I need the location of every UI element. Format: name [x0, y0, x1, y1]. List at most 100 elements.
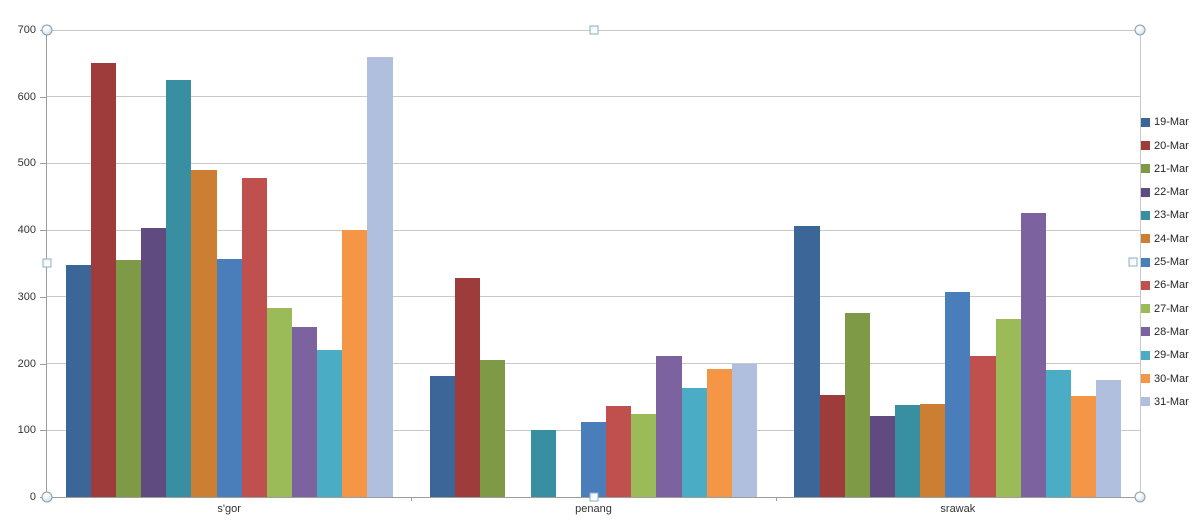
- legend-label: 20-Mar: [1154, 139, 1189, 152]
- legend-label: 28-Mar: [1154, 325, 1189, 338]
- resize-handle-bottom-center[interactable]: [589, 492, 598, 502]
- y-axis-tick-label: 500: [17, 157, 36, 170]
- gridline: [47, 296, 1140, 298]
- legend-label: 30-Mar: [1154, 372, 1189, 385]
- bar-26-Mar-penang[interactable]: [606, 406, 632, 497]
- bar-27-Mar-srawak[interactable]: [995, 318, 1021, 497]
- y-axis-tick: [40, 363, 47, 365]
- bar-26-Mar-srawak[interactable]: [970, 356, 996, 497]
- y-axis-tick: [40, 230, 47, 232]
- legend-label: 24-Mar: [1154, 232, 1189, 245]
- resize-handle-top-center[interactable]: [589, 25, 598, 35]
- legend-item-26-Mar[interactable]: 26-Mar: [1141, 279, 1189, 291]
- bar-22-Mar-srawak[interactable]: [869, 416, 895, 497]
- bar-29-Mar-srawak[interactable]: [1045, 369, 1071, 497]
- legend-item-19-Mar[interactable]: 19-Mar: [1141, 116, 1189, 128]
- y-axis-tick-label: 400: [17, 224, 36, 237]
- bar-21-Mar-srawak[interactable]: [844, 312, 870, 497]
- bar-30-Mar-penang[interactable]: [706, 368, 732, 497]
- legend-label: 22-Mar: [1154, 186, 1189, 199]
- x-axis-tick: [775, 497, 777, 501]
- legend-item-24-Mar[interactable]: 24-Mar: [1141, 233, 1189, 245]
- legend-item-30-Mar[interactable]: 30-Mar: [1141, 373, 1189, 385]
- gridline: [47, 229, 1140, 231]
- y-axis-tick: [40, 430, 47, 432]
- legend-item-29-Mar[interactable]: 29-Mar: [1141, 349, 1189, 361]
- bar-29-Mar-penang[interactable]: [681, 387, 707, 497]
- gridline: [47, 162, 1140, 164]
- legend-swatch-icon: [1141, 141, 1150, 150]
- gridline: [47, 96, 1140, 98]
- bar-19-Mar-srawak[interactable]: [794, 226, 820, 497]
- bar-27-Mar-s'gor[interactable]: [266, 308, 293, 497]
- y-axis-tick-label: 200: [17, 357, 36, 370]
- resize-handle-middle-right[interactable]: [1128, 257, 1138, 267]
- bar-20-Mar-penang[interactable]: [455, 278, 481, 497]
- bar-20-Mar-srawak[interactable]: [819, 394, 845, 497]
- legend-label: 23-Mar: [1154, 209, 1189, 222]
- legend-label: 19-Mar: [1154, 116, 1189, 129]
- y-axis-tick: [40, 163, 47, 165]
- resize-handle-bottom-right[interactable]: [1134, 491, 1146, 503]
- bar-24-Mar-s'gor[interactable]: [191, 170, 217, 497]
- legend-swatch-icon: [1141, 397, 1150, 407]
- legend-item-20-Mar[interactable]: 20-Mar: [1141, 140, 1189, 152]
- bar-23-Mar-srawak[interactable]: [894, 404, 921, 497]
- resize-handle-bottom-left[interactable]: [41, 491, 53, 503]
- bar-21-Mar-s'gor[interactable]: [115, 260, 142, 497]
- x-axis-category-label: penang: [575, 503, 612, 515]
- bar-25-Mar-s'gor[interactable]: [216, 259, 242, 497]
- legend-swatch-icon: [1141, 350, 1150, 360]
- bar-23-Mar-penang[interactable]: [530, 430, 556, 497]
- legend-item-27-Mar[interactable]: 27-Mar: [1141, 303, 1189, 315]
- bar-19-Mar-s'gor[interactable]: [65, 264, 91, 497]
- resize-handle-top-right[interactable]: [1134, 24, 1146, 36]
- y-axis-tick: [40, 296, 47, 298]
- bar-29-Mar-s'gor[interactable]: [317, 350, 343, 497]
- legend-swatch-icon: [1141, 374, 1150, 383]
- y-axis-tick-label: 300: [17, 290, 36, 303]
- bar-31-Mar-s'gor[interactable]: [367, 56, 393, 497]
- bar-31-Mar-penang[interactable]: [731, 363, 757, 497]
- legend-item-31-Mar[interactable]: 31-Mar: [1141, 396, 1189, 408]
- gridline: [47, 363, 1140, 365]
- bar-28-Mar-srawak[interactable]: [1020, 212, 1046, 497]
- bar-25-Mar-penang[interactable]: [580, 422, 607, 497]
- y-axis-tick-label: 600: [17, 90, 36, 103]
- bar-24-Mar-srawak[interactable]: [920, 403, 946, 497]
- bar-30-Mar-s'gor[interactable]: [342, 230, 368, 497]
- bar-25-Mar-srawak[interactable]: [945, 292, 971, 497]
- bar-28-Mar-penang[interactable]: [656, 355, 682, 497]
- legend-item-21-Mar[interactable]: 21-Mar: [1141, 163, 1189, 175]
- legend-label: 25-Mar: [1154, 256, 1189, 268]
- legend-swatch-icon: [1141, 327, 1150, 337]
- legend-label: 29-Mar: [1154, 349, 1189, 362]
- legend-item-25-Mar[interactable]: 25-Mar: [1141, 256, 1189, 268]
- x-axis-category-label: s'gor: [217, 503, 241, 515]
- legend-swatch-icon: [1141, 280, 1150, 290]
- y-axis-tick: [40, 96, 47, 98]
- bar-22-Mar-s'gor[interactable]: [141, 228, 167, 497]
- legend-item-28-Mar[interactable]: 28-Mar: [1141, 326, 1189, 338]
- bar-31-Mar-srawak[interactable]: [1096, 380, 1122, 497]
- legend-swatch-icon: [1141, 187, 1150, 197]
- bar-21-Mar-penang[interactable]: [480, 360, 506, 497]
- bar-20-Mar-s'gor[interactable]: [90, 63, 116, 497]
- legend-swatch-icon: [1141, 234, 1150, 244]
- resize-handle-middle-left[interactable]: [42, 258, 52, 268]
- legend-item-23-Mar[interactable]: 23-Mar: [1141, 209, 1189, 221]
- bar-27-Mar-penang[interactable]: [631, 413, 657, 497]
- resize-handle-top-left[interactable]: [41, 24, 53, 36]
- legend-label: 31-Mar: [1154, 395, 1189, 408]
- x-axis-category-label: srawak: [940, 503, 976, 515]
- bar-28-Mar-s'gor[interactable]: [292, 326, 318, 497]
- legend-swatch-icon: [1141, 210, 1150, 220]
- legend-item-22-Mar[interactable]: 22-Mar: [1141, 186, 1189, 198]
- bar-19-Mar-penang[interactable]: [430, 375, 456, 497]
- bar-30-Mar-srawak[interactable]: [1071, 395, 1097, 497]
- bar-23-Mar-s'gor[interactable]: [166, 80, 192, 497]
- bar-26-Mar-s'gor[interactable]: [241, 178, 267, 497]
- y-axis-tick-label: 100: [17, 424, 36, 437]
- legend-label: 21-Mar: [1154, 162, 1189, 175]
